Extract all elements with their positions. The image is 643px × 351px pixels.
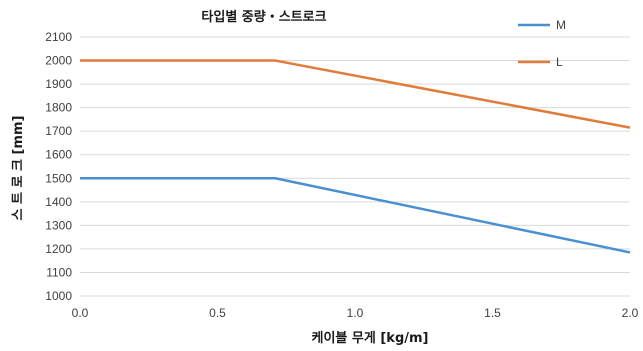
legend: ML: [518, 18, 566, 69]
y-tick-label: 1000: [45, 289, 72, 303]
y-tick-label: 1400: [45, 195, 72, 209]
y-tick-label: 1700: [45, 124, 72, 138]
y-axis-label: 스 트 로 크 [mm]: [11, 116, 26, 221]
chart-title: 타입별 중량・스트로크: [201, 9, 326, 25]
x-tick-label: 0.0: [72, 306, 89, 320]
y-tick-label: 1600: [45, 148, 72, 162]
x-tick-label: 1.5: [484, 306, 501, 320]
y-tick-label: 1200: [45, 242, 72, 256]
y-tick-label: 1300: [45, 218, 72, 232]
legend-label-m: M: [556, 18, 566, 32]
series-line-l: [80, 59, 631, 129]
series-line-m: [80, 177, 631, 254]
legend-label-l: L: [556, 55, 563, 69]
y-tick-label: 1900: [45, 77, 72, 91]
y-tick-label: 2000: [45, 54, 72, 68]
x-tick-label: 1.0: [347, 306, 364, 320]
series-lines: [80, 59, 631, 254]
y-tick-label: 1800: [45, 101, 72, 115]
x-tick-label: 0.5: [209, 306, 226, 320]
x-tick-label: 2.0: [622, 306, 639, 320]
x-axis-label: 케이블 무게 [kg/m]: [312, 330, 429, 346]
y-tick-labels: 1000 1100 1200 1300 1400 1500 1600 1700 1800 1900…: [45, 30, 72, 303]
y-tick-label: 1100: [46, 265, 72, 279]
y-tick-label: 2100: [45, 30, 72, 44]
x-tick-labels: 0.0 0.5 1.0 1.5 2.0: [72, 306, 639, 320]
y-tick-label: 1500: [45, 171, 72, 185]
